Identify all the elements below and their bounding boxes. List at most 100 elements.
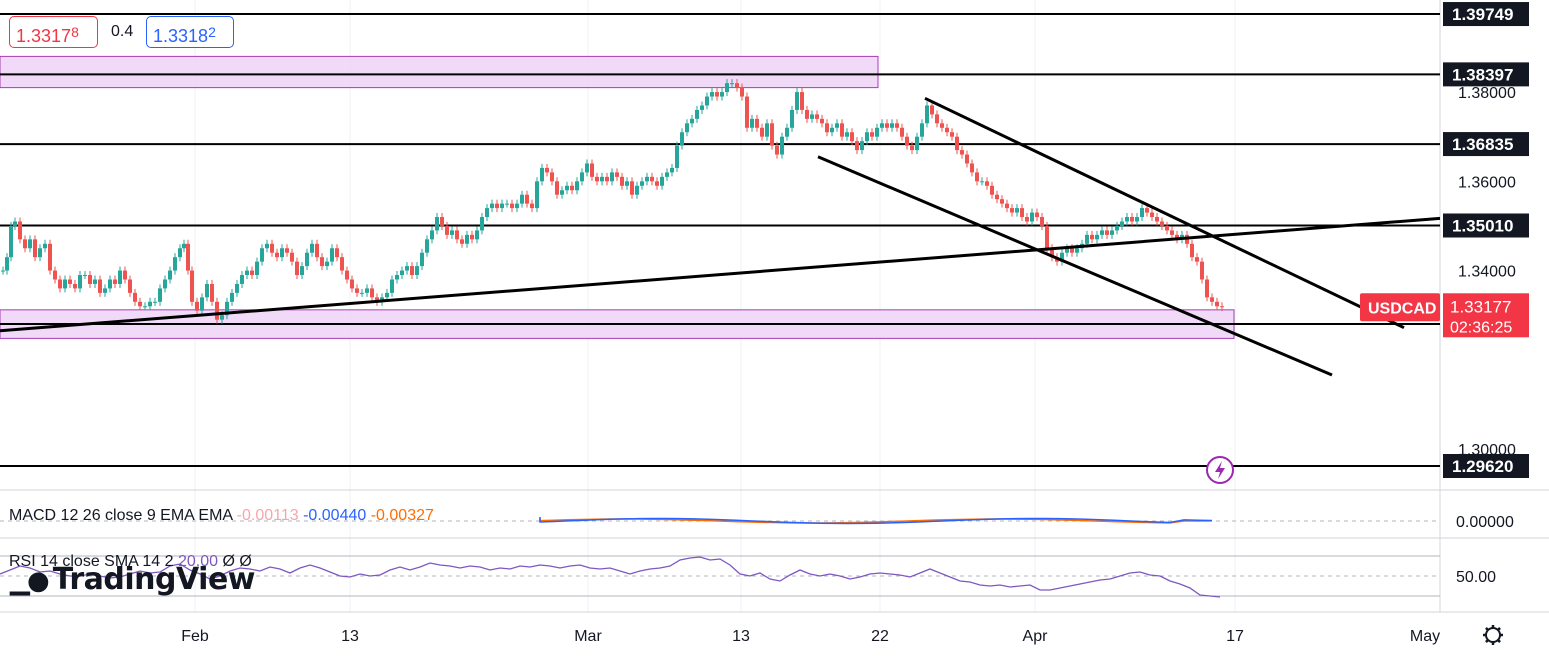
candle-body-54 [265,243,269,249]
candle-body-136 [675,145,679,168]
ask-price-box[interactable]: 1.33182 [146,16,234,48]
trendline-0 [0,216,1441,333]
candle-body-245 [1220,306,1224,308]
rsi-legend[interactable]: RSI 14 close SMA 14 2 20.00 Ø Ø [9,553,252,571]
candle-body-221 [1100,230,1104,235]
candle-body-126 [625,181,629,186]
x-tick-label-3: 13 [732,628,750,645]
candle-body-207 [1030,212,1034,222]
candle-body-1 [5,257,9,271]
level-label-3: 1.35010 [1452,216,1513,235]
candle-body-190 [945,127,949,133]
countdown-label: 02:36:25 [1450,319,1512,336]
candle-body-107 [530,203,534,209]
candle-body-98 [485,208,489,218]
candle-body-43 [210,283,214,302]
rsi-line [0,556,1221,598]
candle-body-33 [163,279,167,289]
macd-label: MACD 12 26 close 9 EMA EMA [9,507,233,524]
logo-text: TradingView [52,562,256,597]
candle-body-63 [310,243,314,253]
candle-body-21 [103,288,107,293]
candle-body-171 [850,132,854,142]
candle-body-134 [665,172,669,177]
candle-body-173 [860,141,864,151]
candle-body-219 [1090,234,1094,240]
symbol-tag-label: USDCAD [1368,300,1436,317]
candle-body-10 [48,243,52,271]
candle-body-2 [9,225,13,258]
x-tick-label-0: Feb [181,628,209,645]
candle-body-155 [770,123,774,146]
candle-body-64 [315,243,319,258]
candle-body-35 [173,257,177,271]
candle-body-44 [215,301,219,320]
candle-body-234 [1165,225,1169,231]
candle-body-90 [445,225,449,235]
y-tick-label-3: 1.30000 [1458,442,1516,459]
candle-body-176 [875,127,879,137]
candle-body-164 [815,114,819,119]
candle-body-61 [300,266,304,276]
candle-body-161 [800,92,804,110]
candle-body-13 [63,279,67,289]
candle-body-114 [565,185,569,191]
candle-body-158 [785,127,789,137]
candle-body-3 [13,221,17,226]
candle-body-130 [645,176,649,182]
candle-body-74 [365,288,369,293]
candle-body-168 [835,123,839,128]
candle-body-197 [980,181,984,183]
candle-body-110 [545,167,549,173]
candle-body-180 [895,123,899,128]
candle-body-239 [1190,243,1194,258]
candle-body-127 [630,181,634,195]
candle-body-5 [23,239,27,249]
candle-body-46 [225,301,229,316]
candle-body-135 [670,167,674,173]
candle-body-149 [740,87,744,97]
candle-body-0 [1,270,5,272]
candle-body-62 [305,252,309,267]
candle-body-244 [1215,301,1219,307]
tv-logo-icon: ▁● [10,566,50,596]
rsi-value: 20.00 [177,553,219,570]
candle-body-138 [685,123,689,133]
macd-line-value: -0.00440 [303,507,367,524]
candle-body-48 [235,283,239,293]
candle-body-211 [1050,248,1054,258]
candle-body-214 [1065,248,1069,253]
candle-body-58 [285,248,289,253]
gear-icon[interactable] [1483,625,1503,645]
bid-price-box[interactable]: 1.33178 [9,16,98,48]
candle-body-162 [805,109,809,119]
candle-body-220 [1095,234,1099,240]
candle-body-68 [335,248,339,258]
candle-body-34 [168,270,172,280]
macd-legend[interactable]: MACD 12 26 close 9 EMA EMA -0.00113 -0.0… [9,507,434,525]
level-tag-2 [1443,132,1529,157]
candle-body-125 [620,176,624,186]
candle-body-94 [465,234,469,244]
candle-body-185 [920,123,924,137]
candle-body-17 [83,275,87,277]
candle-body-112 [555,181,559,195]
candle-body-241 [1200,261,1204,280]
candle-body-8 [38,248,42,258]
candle-body-128 [635,185,639,195]
candle-body-235 [1170,230,1174,235]
current-price-tag [1443,293,1529,338]
candle-body-16 [78,275,82,289]
candle-body-96 [475,230,479,240]
x-tick-label-7: May [1410,628,1440,645]
candle-body-81 [400,270,404,276]
candle-body-100 [495,203,499,209]
candle-body-121 [600,176,604,182]
candle-body-118 [585,163,589,173]
candle-body-56 [275,252,279,258]
candle-body-79 [390,279,394,293]
candle-body-151 [750,118,754,128]
candle-body-183 [910,145,914,151]
lightning-icon[interactable] [1206,456,1234,484]
